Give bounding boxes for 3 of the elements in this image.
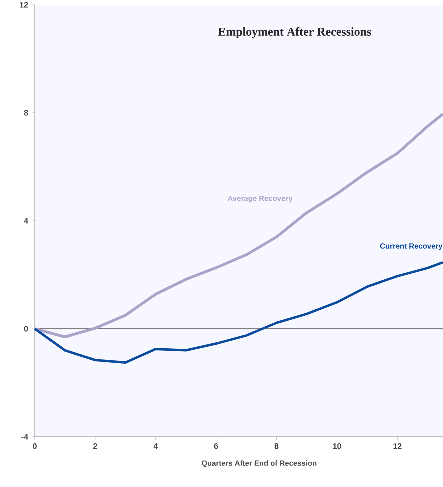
text: Employment After Recessions — [218, 27, 372, 38]
line-series — [34, 261, 443, 364]
line-series — [34, 112, 443, 338]
